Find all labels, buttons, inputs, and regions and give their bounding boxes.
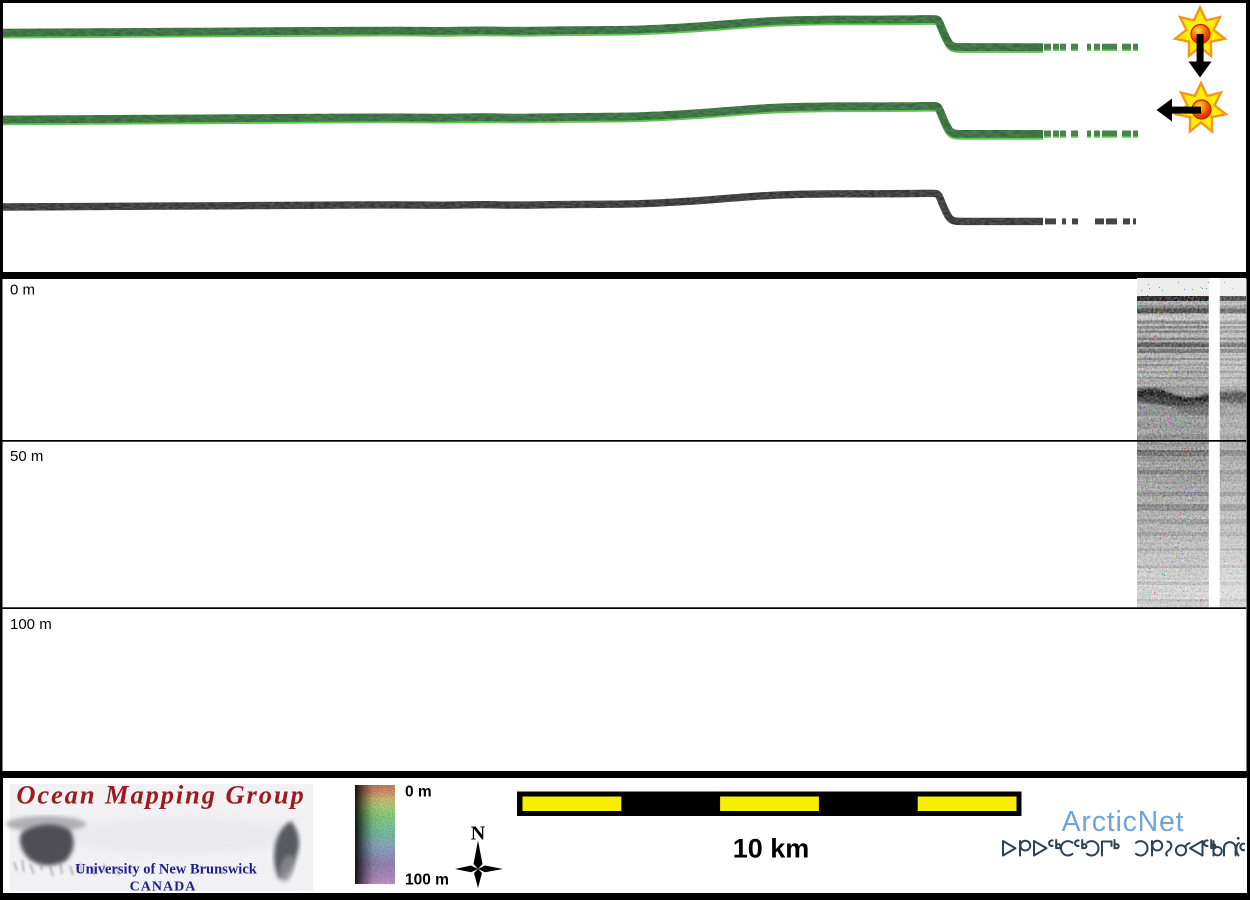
svg-text:University of New Brunswick: University of New Brunswick — [75, 862, 258, 878]
svg-text:CANADA: CANADA — [130, 880, 197, 895]
svg-text:Ocean Mapping Group: Ocean Mapping Group — [16, 780, 305, 810]
svg-text:100 m: 100 m — [10, 616, 52, 633]
svg-text:0 m: 0 m — [405, 784, 432, 801]
svg-text:10 km: 10 km — [733, 834, 810, 864]
svg-text:N: N — [471, 823, 486, 845]
svg-text:100 m: 100 m — [405, 872, 449, 889]
svg-text:50 m: 50 m — [10, 448, 43, 465]
svg-text:ArcticNet: ArcticNet — [1062, 806, 1185, 838]
svg-text:0 m: 0 m — [10, 282, 35, 299]
